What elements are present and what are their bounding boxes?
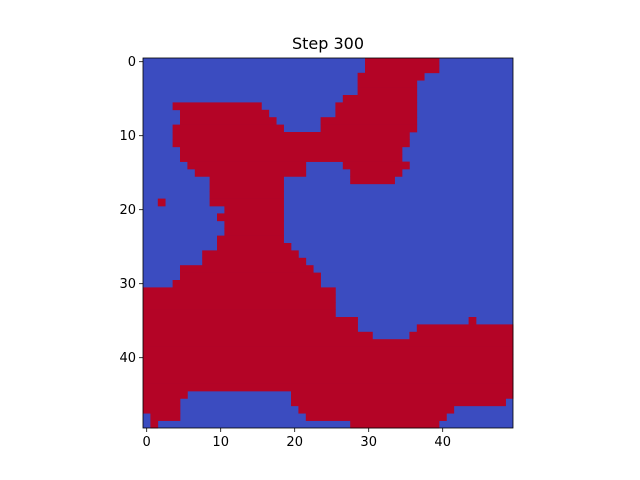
heatmap-cell-run bbox=[173, 125, 284, 133]
heatmap-cell-run bbox=[409, 332, 513, 340]
heatmap-cell-run bbox=[150, 421, 158, 429]
heatmap-cell-run bbox=[321, 125, 418, 133]
heatmap-cell-run bbox=[210, 191, 284, 199]
heatmap-cell-run bbox=[224, 206, 284, 214]
heatmap-cell-run bbox=[202, 250, 299, 258]
heatmap-cell-run bbox=[180, 147, 402, 155]
y-tick-label: 40 bbox=[119, 351, 136, 366]
heatmap-cell-run bbox=[321, 117, 418, 125]
heatmap-cell-run bbox=[335, 102, 417, 110]
heatmap-cell-run bbox=[173, 280, 321, 288]
heatmap-cell-run bbox=[143, 369, 513, 377]
heatmap-cell-run bbox=[358, 88, 418, 96]
heatmap-cell-run bbox=[143, 391, 188, 399]
x-tick-label: 30 bbox=[360, 435, 377, 450]
heatmap-cell-run bbox=[150, 413, 180, 421]
heatmap-cell-run bbox=[143, 324, 358, 332]
heatmap-cell-run bbox=[343, 162, 410, 170]
heatmap-cell-run bbox=[143, 287, 336, 295]
heatmap-cell-run bbox=[358, 73, 425, 81]
heatmap-cell-run bbox=[350, 421, 439, 429]
heatmap-cell-run bbox=[210, 184, 284, 192]
heatmap-cell-run bbox=[365, 65, 439, 73]
heatmap-cell-run bbox=[417, 324, 514, 332]
heatmap-cell-run bbox=[210, 199, 284, 207]
heatmap-cell-run bbox=[350, 169, 402, 177]
heatmap-cell-run bbox=[143, 339, 513, 347]
heatmap-cell-run bbox=[180, 117, 277, 125]
heatmap-cell-run bbox=[217, 213, 284, 221]
heatmap-cell-run bbox=[158, 199, 166, 207]
heatmap-cell-run bbox=[291, 398, 506, 406]
heatmap-cell-run bbox=[173, 139, 410, 147]
heatmap-cell-run bbox=[195, 169, 306, 177]
heatmap-cell-run bbox=[350, 176, 395, 184]
heatmap-cell-run bbox=[173, 102, 262, 110]
heatmap-cell-run bbox=[180, 265, 314, 273]
heatmap-cell-run bbox=[306, 413, 447, 421]
heatmap-cell-run bbox=[180, 154, 402, 162]
heatmap-cell-run bbox=[143, 295, 336, 303]
y-tick-label: 30 bbox=[119, 277, 136, 292]
heatmap-cell-run bbox=[173, 132, 410, 140]
heatmap-cell-run bbox=[343, 95, 417, 103]
y-tick-label: 10 bbox=[119, 129, 136, 144]
heatmap-cell-run bbox=[143, 332, 373, 340]
chart-title: Step 300 bbox=[292, 34, 364, 53]
heatmap-cell-run bbox=[143, 361, 513, 369]
heatmap-cell-run bbox=[224, 228, 284, 236]
heatmap-cell-run bbox=[217, 243, 291, 251]
heatmap-cell-run bbox=[143, 317, 358, 325]
x-tick-label: 10 bbox=[212, 435, 229, 450]
heatmap-cell-run bbox=[143, 347, 513, 355]
y-tick-label: 20 bbox=[119, 203, 136, 218]
heatmap-cell-run bbox=[143, 384, 513, 392]
y-tick-label: 0 bbox=[128, 55, 136, 70]
heatmap-cell-run bbox=[143, 354, 513, 362]
heatmap-cell-run bbox=[143, 406, 180, 414]
x-tick-label: 20 bbox=[286, 435, 303, 450]
heatmap-cell-run bbox=[298, 406, 454, 414]
heatmap-cell-run bbox=[469, 317, 477, 325]
heatmap-cell-run bbox=[365, 58, 439, 66]
heatmap-cell-run bbox=[143, 376, 513, 384]
heatmap-cell-run bbox=[187, 162, 306, 170]
heatmap-cells bbox=[143, 58, 513, 428]
heatmap-cell-run bbox=[202, 258, 306, 266]
heatmap-cell-run bbox=[180, 273, 321, 281]
heatmap-cell-run bbox=[224, 221, 284, 229]
x-tick-label: 0 bbox=[143, 435, 151, 450]
heatmap-cell-run bbox=[291, 391, 513, 399]
heatmap-cell-run bbox=[143, 398, 180, 406]
heatmap-cell-run bbox=[180, 110, 269, 118]
heatmap-cell-run bbox=[335, 110, 417, 118]
heatmap-cell-run bbox=[210, 176, 284, 184]
heatmap-cell-run bbox=[358, 80, 418, 88]
heatmap-cell-run bbox=[143, 302, 336, 310]
heatmap-cell-run bbox=[143, 310, 336, 318]
heatmap-cell-run bbox=[217, 236, 284, 244]
x-tick-label: 40 bbox=[434, 435, 451, 450]
